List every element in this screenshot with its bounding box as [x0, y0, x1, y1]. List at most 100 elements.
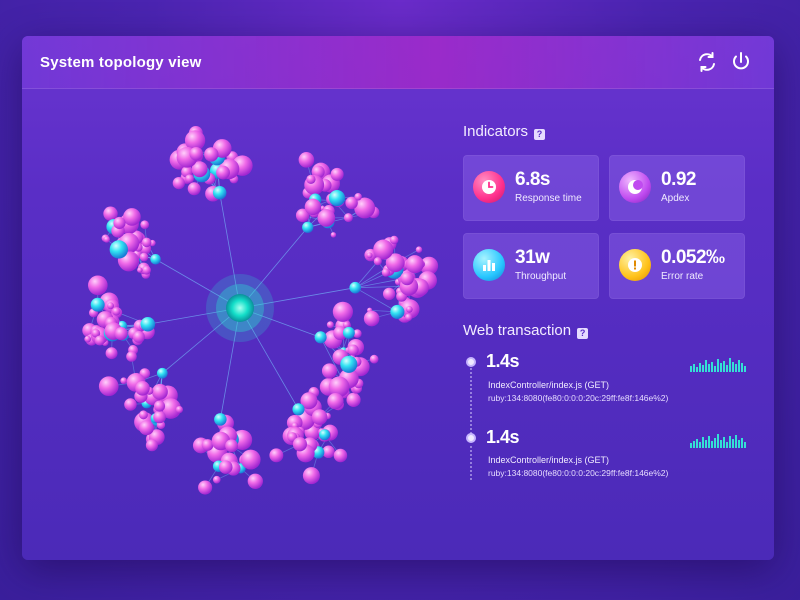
topology-node[interactable] [373, 257, 382, 266]
topology-node[interactable] [212, 475, 221, 484]
topology-node[interactable] [366, 252, 373, 259]
topology-node[interactable] [172, 177, 185, 190]
topology-node[interactable] [198, 480, 213, 495]
topology-node[interactable] [107, 302, 115, 310]
topology-node[interactable] [302, 467, 320, 485]
topology-node[interactable] [373, 239, 394, 260]
topology-node[interactable] [405, 255, 424, 274]
topology-node[interactable] [140, 220, 150, 230]
topology-node[interactable] [406, 306, 413, 313]
topology-hub-node[interactable] [150, 253, 161, 265]
topology-node[interactable] [160, 398, 182, 419]
topology-node[interactable] [109, 240, 128, 259]
topology-node[interactable] [103, 236, 110, 243]
topology-node[interactable] [317, 209, 336, 227]
topology-node[interactable] [138, 410, 148, 420]
topology-node[interactable] [332, 301, 353, 322]
topology-hub-node[interactable] [314, 331, 327, 344]
power-icon[interactable] [729, 50, 753, 74]
topology-node[interactable] [132, 330, 145, 343]
topology-hub-node[interactable] [140, 316, 156, 332]
topology-node[interactable] [114, 327, 128, 341]
help-icon[interactable]: ? [534, 129, 546, 140]
topology-node[interactable] [218, 460, 233, 474]
topology-node[interactable] [189, 146, 203, 161]
topology-node[interactable] [112, 307, 121, 316]
topology-node[interactable] [139, 420, 154, 436]
topology-node[interactable] [135, 380, 150, 396]
topology-node[interactable] [124, 398, 137, 411]
topology-node[interactable] [328, 189, 346, 207]
topology-node[interactable] [153, 410, 166, 424]
topology-graph[interactable] [22, 88, 442, 560]
topology-node[interactable] [216, 165, 230, 180]
topology-node[interactable] [247, 473, 263, 489]
topology-hub-node[interactable] [292, 403, 305, 416]
transaction-endpoint[interactable]: IndexController/index.js (GET) [488, 455, 610, 465]
topology-node[interactable] [343, 213, 353, 223]
topology-hub-node[interactable] [214, 413, 227, 426]
topology-node[interactable] [415, 246, 423, 253]
center-node[interactable] [226, 294, 254, 322]
topology-node[interactable] [94, 335, 105, 346]
apdex-card[interactable]: 0.92 Apdex [609, 155, 745, 221]
topology-node[interactable] [304, 198, 322, 216]
topology-hub-node[interactable] [302, 221, 314, 233]
topology-node[interactable] [306, 174, 316, 184]
topology-node[interactable] [354, 197, 376, 219]
topology-node[interactable] [141, 265, 151, 275]
topology-node[interactable] [113, 216, 126, 230]
topology-node[interactable] [333, 448, 348, 463]
topology-node[interactable] [390, 304, 405, 319]
topology-node[interactable] [389, 235, 399, 245]
topology-node[interactable] [298, 152, 315, 168]
topology-node[interactable] [137, 267, 143, 273]
topology-node[interactable] [327, 392, 344, 410]
topology-hub-node[interactable] [349, 281, 362, 294]
topology-node[interactable] [191, 161, 208, 178]
topology-node[interactable] [292, 437, 308, 452]
topology-node[interactable] [333, 326, 348, 341]
topology-node[interactable] [201, 439, 214, 451]
topology-node[interactable] [345, 196, 358, 210]
topology-node[interactable] [184, 130, 206, 151]
topology-node[interactable] [342, 321, 351, 329]
topology-hub-node[interactable] [212, 186, 227, 200]
topology-node[interactable] [369, 354, 379, 364]
topology-node[interactable] [84, 335, 92, 343]
topology-node[interactable] [103, 206, 118, 221]
topology-node[interactable] [185, 174, 194, 184]
topology-hub-node[interactable] [156, 367, 168, 379]
topology-node[interactable] [363, 310, 380, 327]
transaction-endpoint[interactable]: IndexController/index.js (GET) [488, 380, 610, 390]
refresh-icon[interactable] [695, 50, 719, 74]
topology-node[interactable] [347, 344, 359, 356]
topology-node[interactable] [330, 232, 337, 238]
topology-node[interactable] [126, 351, 137, 362]
topology-node[interactable] [340, 355, 358, 373]
topology-node[interactable] [175, 405, 183, 414]
topology-node[interactable] [187, 182, 201, 196]
topology-node[interactable] [123, 208, 141, 226]
topology-node[interactable] [381, 268, 391, 277]
topology-node[interactable] [153, 400, 166, 412]
topology-node[interactable] [98, 376, 119, 397]
topology-node[interactable] [139, 252, 149, 262]
topology-node[interactable] [385, 253, 405, 273]
help-icon[interactable]: ? [577, 328, 589, 339]
topology-node[interactable] [328, 376, 350, 398]
topology-node[interactable] [352, 329, 362, 338]
topology-node[interactable] [105, 347, 118, 360]
topology-node[interactable] [326, 321, 334, 329]
topology-node[interactable] [90, 297, 105, 312]
topology-node[interactable] [321, 363, 338, 379]
topology-node[interactable] [322, 445, 335, 459]
topology-node[interactable] [295, 208, 310, 223]
response-time-card[interactable]: 6.8s Response time [463, 155, 599, 221]
topology-node[interactable] [145, 439, 158, 452]
topology-node[interactable] [330, 167, 344, 181]
error-rate-card[interactable]: 0.052‰ Error rate [609, 233, 745, 299]
topology-node[interactable] [141, 237, 152, 248]
topology-node[interactable] [400, 271, 414, 286]
topology-node[interactable] [204, 147, 219, 162]
